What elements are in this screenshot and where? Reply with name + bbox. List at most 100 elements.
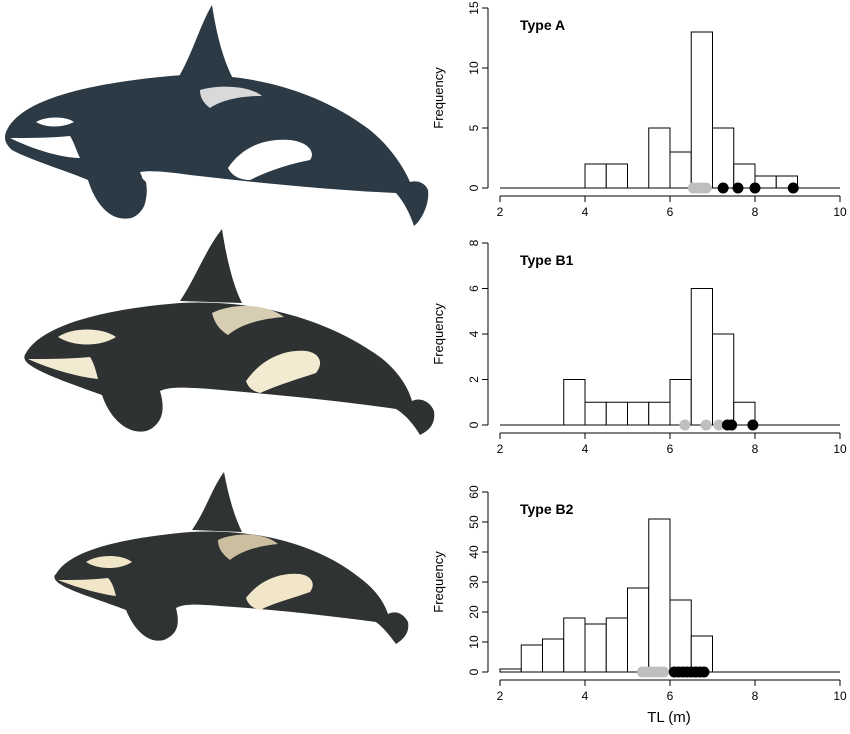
y-tick-label: 0 [467,421,481,428]
orca-fin-icon [192,472,242,532]
orca-eyepatch-icon [36,117,74,127]
histogram-panel-type-b1: 2 4 6 8 10 0 2 4 6 8 Frequency Type B1 [431,239,847,456]
orca-illustration-type-b2 [54,472,409,644]
x-tick-label: 8 [752,205,759,219]
length-point [679,419,691,431]
histogram-bar [499,668,522,673]
x-tick-label: 10 [833,689,847,703]
x-tick-label: 6 [667,442,674,456]
length-point [787,182,799,194]
histogram-bar [690,31,713,189]
histogram-panel-type-a: 2 4 6 8 10 0 5 10 15 Frequency Type A [431,1,847,219]
histogram-bar [712,333,735,426]
histogram-bar [520,644,543,673]
panel-title: Type A [520,17,565,33]
y-tick-label: 15 [467,1,481,15]
length-point [700,182,712,194]
length-point [717,182,729,194]
orca-eyepatch-icon [58,329,116,345]
orca-saddle-icon [212,305,284,335]
orca-flank-patch-icon [246,350,321,393]
y-tick-label: 5 [467,124,481,131]
x-tick-label: 2 [497,205,504,219]
orca-eyepatch-icon [86,556,132,568]
x-tick-label: 8 [752,689,759,703]
x-tick-label: 6 [667,205,674,219]
histogram-bar [542,638,565,673]
histogram-bar [605,163,628,189]
length-point [700,419,712,431]
orca-throat-patch-icon [58,578,116,596]
histogram-bar [627,401,650,426]
orca-illustration-type-b1 [24,229,435,435]
histogram-bar [605,401,628,426]
length-point [698,666,710,678]
histogram-bar [690,635,713,673]
histogram-bar [584,401,607,426]
x-tick-label: 4 [582,689,589,703]
x-tick-label: 2 [497,689,504,703]
points [687,182,799,194]
panel-title: Type B1 [520,252,574,268]
bars [499,518,713,673]
histogram-bar [648,127,671,189]
y-tick-label: 4 [467,330,481,337]
y-tick-label: 30 [467,575,481,589]
bars [584,31,798,189]
histogram-bar [669,599,692,673]
histogram-panel-type-b2: 2 4 6 8 10 0 10 20 30 40 50 60 Frequency Type B2 [431,485,847,703]
x-tick-label: 10 [833,205,847,219]
points [636,666,710,678]
histogram-bar [584,163,607,189]
y-tick-label: 6 [467,285,481,292]
y-tick-label: 2 [467,376,481,383]
y-tick-label: 10 [467,635,481,649]
x-axis-title: TL (m) [647,709,691,726]
y-tick-label: 0 [467,668,481,675]
histogram-bar [712,127,735,189]
length-point [726,419,738,431]
panel-title: Type B2 [520,501,574,517]
orca-saddle-icon [200,86,262,108]
orca-throat-patch-icon [10,136,80,158]
y-axis-label: Frequency [431,67,446,129]
orca-saddle-icon [218,534,278,560]
y-tick-label: 0 [467,184,481,191]
length-point [732,182,744,194]
histogram-bar [627,587,650,673]
histogram-bar [584,623,607,673]
histogram-bar [563,617,586,673]
orca-flank-patch-icon [228,139,312,180]
x-tick-label: 4 [582,442,589,456]
y-tick-label: 20 [467,605,481,619]
histogram-bar [690,288,713,426]
x-tick-label: 6 [667,689,674,703]
length-point [713,419,725,431]
y-tick-label: 60 [467,485,481,499]
x-tick-label: 10 [833,442,847,456]
y-tick-label: 40 [467,545,481,559]
histogram-bar [733,401,756,426]
orca-fin-icon [178,5,236,84]
histogram-bar [563,379,586,426]
x-tick-label: 8 [752,442,759,456]
histogram-bar [648,518,671,673]
orca-flank-patch-icon [246,573,313,610]
x-tick-label: 4 [582,205,589,219]
length-point [749,182,761,194]
x-ticks: 2 4 6 8 10 [497,433,847,456]
y-ticks: 0 2 4 6 8 [467,239,488,428]
histogram-bar [669,151,692,189]
length-point [747,419,759,431]
points [679,419,759,431]
y-axis-label: Frequency [431,303,446,365]
y-tick-label: 8 [467,239,481,246]
orca-fin-icon [180,229,242,303]
histogram-bar [648,401,671,426]
bars [563,288,756,426]
y-ticks: 0 10 20 30 40 50 60 [467,485,488,675]
x-ticks: 2 4 6 8 10 [497,680,847,703]
x-tick-label: 2 [497,442,504,456]
histogram-bar [669,379,692,426]
orca-throat-patch-icon [28,357,98,379]
